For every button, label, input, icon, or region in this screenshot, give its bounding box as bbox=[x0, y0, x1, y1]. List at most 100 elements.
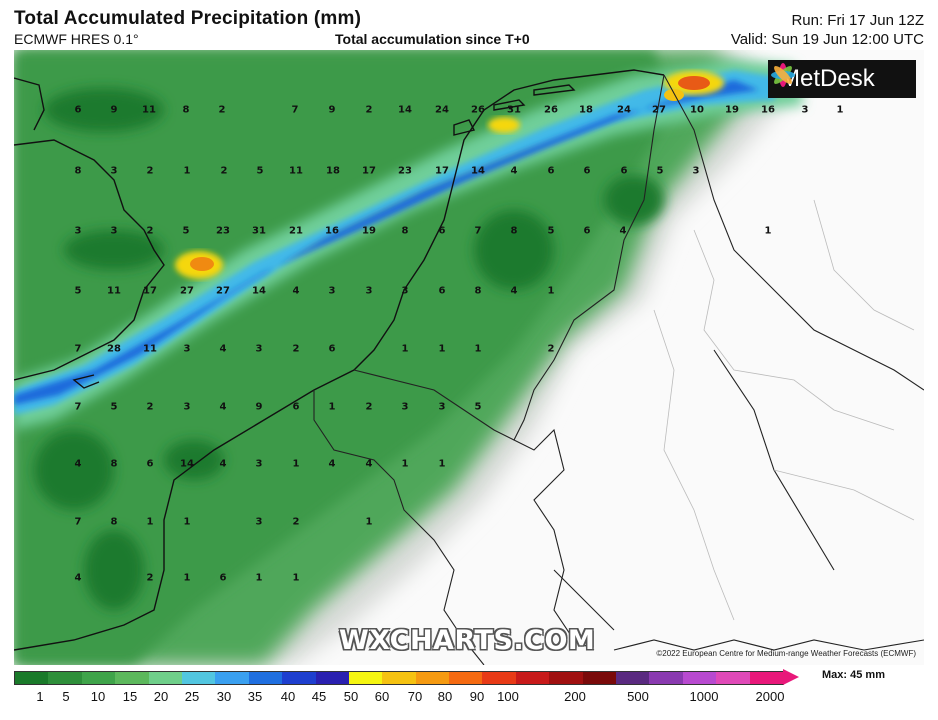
precip-value: 26 bbox=[471, 104, 485, 116]
precip-value: 28 bbox=[107, 343, 121, 355]
valid-time: Valid: Sun 19 Jun 12:00 UTC bbox=[730, 31, 924, 48]
precip-value: 21 bbox=[289, 225, 303, 237]
colorbar-segment bbox=[181, 672, 216, 684]
precip-value: 7 bbox=[74, 343, 82, 355]
precip-value: 8 bbox=[74, 165, 82, 177]
precip-value: 11 bbox=[142, 104, 156, 116]
precip-value: 6 bbox=[620, 165, 628, 177]
precip-value: 4 bbox=[219, 401, 227, 413]
country-borders bbox=[313, 74, 924, 665]
precip-value: 17 bbox=[143, 285, 157, 297]
colorbar-segment bbox=[549, 672, 583, 684]
precip-value: 3 bbox=[110, 225, 118, 237]
precip-value: 3 bbox=[692, 165, 700, 177]
colorbar-segment bbox=[315, 672, 349, 684]
precip-value: 3 bbox=[74, 225, 82, 237]
precip-value: 3 bbox=[255, 458, 263, 470]
colorbar-tick-label: 200 bbox=[564, 689, 586, 704]
precip-value: 2 bbox=[218, 104, 226, 116]
precip-value: 1 bbox=[292, 572, 300, 584]
colorbar-tick-label: 70 bbox=[407, 689, 423, 704]
colorbar-tick-label: 500 bbox=[627, 689, 649, 704]
colorbar-segment bbox=[148, 672, 182, 684]
precip-value: 17 bbox=[362, 165, 376, 177]
watermark: WXCHARTS.COM bbox=[339, 625, 596, 656]
precip-value: 1 bbox=[183, 516, 191, 528]
precip-value: 11 bbox=[289, 165, 303, 177]
precip-value: 1 bbox=[438, 458, 446, 470]
precip-value: 4 bbox=[365, 458, 373, 470]
colorbar-gradient bbox=[14, 671, 784, 685]
colorbar-segment bbox=[415, 672, 450, 684]
precip-value: 16 bbox=[761, 104, 775, 116]
precip-value: 1 bbox=[401, 458, 409, 470]
precip-value: 11 bbox=[107, 285, 121, 297]
precip-value: 7 bbox=[474, 225, 482, 237]
precip-value: 5 bbox=[656, 165, 664, 177]
precip-value: 6 bbox=[74, 104, 82, 116]
precip-value: 8 bbox=[510, 225, 518, 237]
max-label: Max: 45 mm bbox=[822, 669, 885, 681]
precip-value: 4 bbox=[619, 225, 627, 237]
precipitation-map: 6 9 11 8 2 7 9 2 14 24 26 31 26 18 24 27 10 19 16 3 1 8 3 2 1 2 5 1… bbox=[14, 50, 924, 665]
precip-value: 6 bbox=[219, 572, 227, 584]
precip-value-labels: 6 9 11 8 2 7 9 2 14 24 26 31 26 18 24 27 10 19 16 3 1 8 3 2 1 2 5 1… bbox=[14, 50, 924, 665]
precip-value: 4 bbox=[292, 285, 300, 297]
precip-value: 14 bbox=[471, 165, 485, 177]
precip-value: 2 bbox=[146, 225, 154, 237]
colorbar-tick-label: 45 bbox=[311, 689, 327, 704]
precip-value: 4 bbox=[74, 572, 82, 584]
copyright-text: ©2022 European Centre for Medium-range W… bbox=[656, 649, 916, 658]
precip-value: 5 bbox=[182, 225, 190, 237]
precip-value: 18 bbox=[326, 165, 340, 177]
precip-value: 26 bbox=[544, 104, 558, 116]
colorbar-segment bbox=[15, 672, 49, 684]
precip-value: 11 bbox=[143, 343, 157, 355]
colorbar: Max: 45 mm 1 5 10 15 20 25 30 35 40 45 50 60 70 80 90 1… bbox=[14, 668, 924, 720]
precip-value: 4 bbox=[510, 285, 518, 297]
precip-value: 6 bbox=[328, 343, 336, 355]
colorbar-segment bbox=[515, 672, 550, 684]
colorbar-tick-label: 80 bbox=[437, 689, 453, 704]
coastlines bbox=[14, 69, 665, 651]
precip-value: 1 bbox=[764, 225, 772, 237]
colorbar-segment bbox=[382, 672, 416, 684]
precip-value: 5 bbox=[474, 401, 482, 413]
precip-value: 19 bbox=[725, 104, 739, 116]
precip-value: 2 bbox=[547, 343, 555, 355]
precip-value: 4 bbox=[219, 343, 227, 355]
precip-value: 6 bbox=[438, 225, 446, 237]
precip-value: 4 bbox=[328, 458, 336, 470]
precip-value: 1 bbox=[547, 285, 555, 297]
precip-value: 2 bbox=[292, 343, 300, 355]
precip-value: 3 bbox=[328, 285, 336, 297]
precip-value: 16 bbox=[325, 225, 339, 237]
precip-value: 17 bbox=[435, 165, 449, 177]
colorbar-tick-label: 1 bbox=[36, 689, 44, 704]
precip-value: 24 bbox=[435, 104, 449, 116]
colorbar-tick-label: 90 bbox=[469, 689, 485, 704]
precip-value: 3 bbox=[183, 343, 191, 355]
precip-value: 3 bbox=[255, 516, 263, 528]
colorbar-segment bbox=[248, 672, 283, 684]
precip-value: 9 bbox=[255, 401, 263, 413]
precip-value: 31 bbox=[252, 225, 266, 237]
precip-value: 8 bbox=[401, 225, 409, 237]
precip-value: 23 bbox=[398, 165, 412, 177]
precip-value: 2 bbox=[220, 165, 228, 177]
precip-value: 1 bbox=[328, 401, 336, 413]
precip-value: 1 bbox=[474, 343, 482, 355]
precip-value: 14 bbox=[180, 458, 194, 470]
precip-value: 7 bbox=[74, 401, 82, 413]
precip-value: 5 bbox=[110, 401, 118, 413]
precip-value: 18 bbox=[579, 104, 593, 116]
precip-value: 3 bbox=[401, 401, 409, 413]
precip-value: 4 bbox=[219, 458, 227, 470]
precip-value: 9 bbox=[328, 104, 336, 116]
precip-value: 8 bbox=[110, 516, 118, 528]
colorbar-arrow bbox=[783, 669, 799, 685]
precip-value: 9 bbox=[110, 104, 118, 116]
colorbar-segment bbox=[716, 672, 750, 684]
precip-value: 6 bbox=[438, 285, 446, 297]
precip-value: 27 bbox=[180, 285, 194, 297]
